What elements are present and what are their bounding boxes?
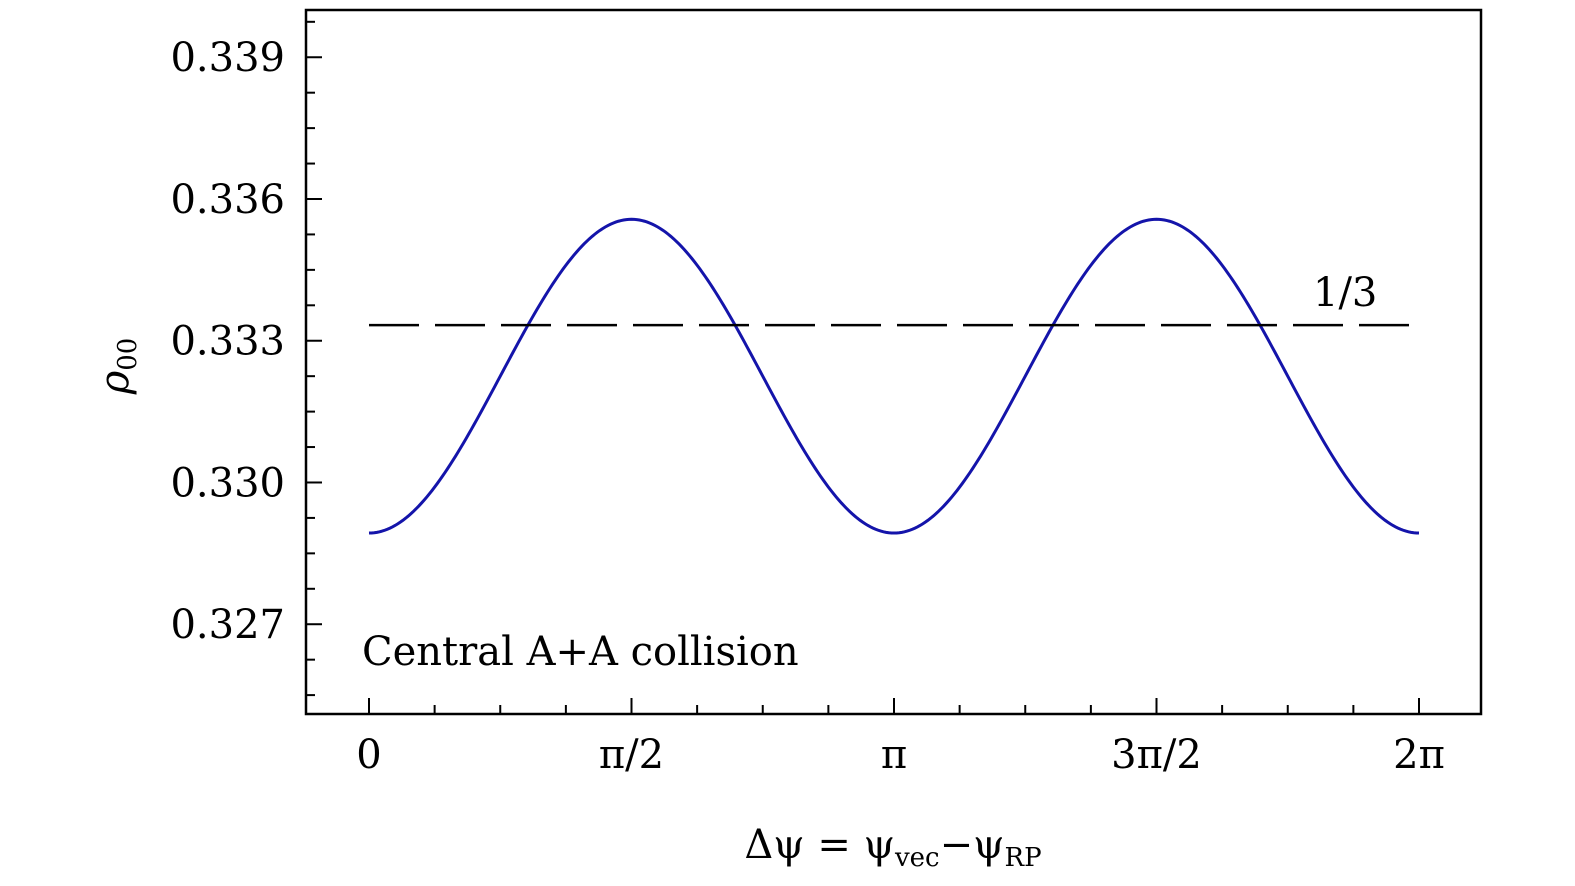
x-tick-label: π [881,732,907,778]
x-tick-label: 2π [1393,732,1445,778]
tick-marks [306,20,1420,714]
rho00-curve [368,217,1420,535]
y-tick-label: 0.330 [170,460,285,506]
x-axis-title-main: Δψ = ψ [744,822,895,868]
x-tick-label: 0 [356,732,381,778]
x-axis-title: Δψ = ψvec−ψRP [744,822,1041,873]
y-tick-labels: 0.327 0.330 0.333 0.336 0.339 [170,35,285,648]
x-tick-labels: 0 π/2 π 3π/2 2π [356,732,1445,778]
y-axis-title: ρ00 [92,338,143,396]
x-axis-title-mid: −ψ [940,822,1005,868]
x-axis-title-sub2: RP [1005,843,1042,873]
annotation-one-third: 1/3 [1313,270,1377,316]
series-layer [368,217,1420,535]
y-tick-label: 0.339 [170,35,285,81]
y-tick-label: 0.327 [170,602,285,648]
x-tick-label: 3π/2 [1111,732,1202,778]
x-axis-title-sub1: vec [894,843,940,873]
y-tick-label: 0.336 [170,177,285,223]
y-axis-title-sub: 00 [113,338,143,371]
y-axis-title-main: ρ [92,370,138,395]
annotation-collision: Central A+A collision [362,629,799,675]
plot-frame [304,8,1483,716]
x-tick-label: π/2 [599,732,664,778]
y-tick-label: 0.333 [170,319,285,365]
